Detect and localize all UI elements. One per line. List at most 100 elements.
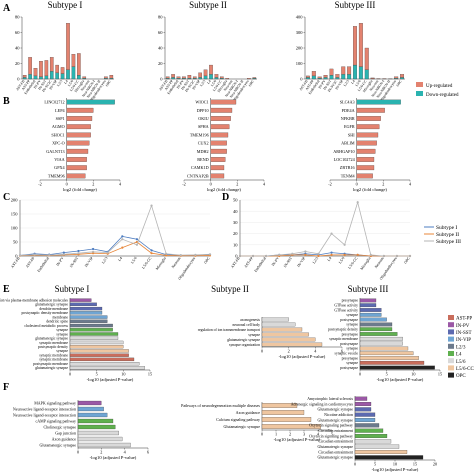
category-label: postsynaptic density membrane: [22, 311, 69, 315]
legend-subtype-1-label: Subtype I: [436, 225, 457, 231]
bar-up-regulated: [49, 57, 54, 72]
y-tick-label: 60: [15, 30, 20, 35]
bar: [354, 418, 376, 422]
category-label: Circadian entrainment: [318, 440, 354, 444]
x-tick-label: -2: [38, 182, 42, 187]
bar: [77, 424, 116, 430]
bar: [354, 450, 408, 454]
bar: [69, 319, 108, 323]
bar: [354, 439, 392, 444]
x-tick-label: Neurons: [171, 256, 182, 269]
bar: [69, 340, 124, 345]
bar: [77, 406, 104, 412]
x-tick-label: L5/6-CC: [357, 79, 368, 92]
y-tick-label: 40: [233, 209, 238, 214]
x-tick-label: 2: [288, 349, 290, 354]
bar: [354, 434, 388, 438]
category-label: presynapse: [342, 332, 359, 336]
x-tick-label: Neu-mat: [80, 79, 90, 92]
data-point: [369, 253, 372, 256]
data-point: [395, 254, 399, 258]
category-label: postsynapse: [340, 318, 358, 322]
bar-down-regulated: [60, 73, 65, 80]
bar-up-regulated: [198, 72, 202, 78]
category-label: synapse: [248, 333, 260, 337]
data-point: [77, 249, 80, 253]
data-point: [330, 251, 333, 254]
legend-cell-type-label: IN-PV: [456, 324, 470, 329]
y-tick-label: 40: [15, 46, 20, 51]
bar-down-regulated: [28, 74, 32, 80]
bar-down-regulated: [311, 75, 316, 80]
category-label: glutamatergic synapse: [35, 337, 68, 341]
legend-cell-type-swatch: [448, 351, 454, 356]
legend-up-label: Up-regulated: [426, 84, 453, 89]
bar: [210, 165, 225, 171]
bar-up-regulated: [176, 76, 181, 79]
category-label: LOC102724: [334, 157, 356, 162]
bar: [354, 455, 424, 460]
bar-up-regulated: [60, 67, 65, 74]
bar-up-regulated: [370, 77, 375, 79]
data-point: [330, 253, 333, 256]
bar-down-regulated: [44, 75, 49, 80]
bar: [356, 132, 379, 138]
bar: [66, 140, 90, 146]
bar-down-regulated: [364, 69, 369, 80]
category-label: CUX2: [198, 141, 209, 146]
bar-down-regulated: [323, 77, 328, 80]
x-tick-label: IN-SV2C: [327, 79, 339, 93]
y-tick-label: 50: [233, 198, 238, 203]
x-tick-label: AST-PP: [305, 79, 315, 91]
x-tick-label: 1: [275, 432, 277, 437]
y-tick-label: 80: [158, 15, 163, 20]
category-label: synaptic vesicle: [335, 351, 359, 355]
data-point: [238, 254, 242, 258]
bar: [210, 148, 227, 154]
bar: [354, 444, 400, 449]
y-tick-label: 80: [15, 15, 20, 20]
data-point: [251, 254, 255, 258]
bar: [66, 107, 94, 113]
legend-cell-type-swatch: [448, 343, 454, 349]
legend-up-swatch: [416, 82, 423, 87]
category-label: glutamatergic synapse: [227, 338, 260, 342]
bar-up-regulated: [82, 76, 87, 79]
category-label: cholesterol metabolic process: [24, 324, 68, 328]
category-label: synapse: [56, 349, 68, 353]
bar: [359, 356, 419, 360]
data-point: [91, 247, 95, 251]
bar-up-regulated: [28, 57, 32, 75]
x-tick-label: 10: [411, 372, 415, 377]
bar: [359, 327, 393, 332]
data-point: [150, 252, 153, 255]
bar: [356, 165, 375, 171]
data-point: [33, 253, 36, 256]
data-point: [343, 243, 346, 246]
category-label: SSP1: [56, 116, 65, 121]
x-axis-label: log2 (fold change): [353, 187, 387, 192]
series-line: [19, 204, 211, 256]
bar-down-regulated: [55, 72, 59, 80]
bar-up-regulated: [192, 76, 197, 79]
y-tick-label: 100: [11, 226, 19, 231]
x-tick-label: AST-FB: [158, 79, 169, 92]
x-tick-label: 4: [409, 182, 412, 187]
bar: [210, 116, 231, 121]
legend-cell-type-label: OPC: [456, 374, 466, 379]
bar: [356, 173, 373, 179]
category-label: axonogenesis: [240, 318, 260, 322]
bar-down-regulated: [203, 75, 208, 80]
x-tick-label: 3: [303, 432, 305, 437]
category-label: MDH2: [197, 149, 209, 154]
y-tick-label: 200: [296, 46, 304, 51]
legend-down-swatch: [416, 91, 423, 96]
x-tick-label: AST-FB: [299, 79, 310, 92]
y-tick-label: 20: [233, 231, 238, 236]
x-tick-label: L5/6: [67, 79, 74, 87]
x-tick-label: 0: [359, 372, 361, 377]
category-label: LEP4: [55, 108, 65, 113]
bar-up-regulated: [44, 60, 49, 77]
category-label: synapse: [346, 361, 358, 365]
